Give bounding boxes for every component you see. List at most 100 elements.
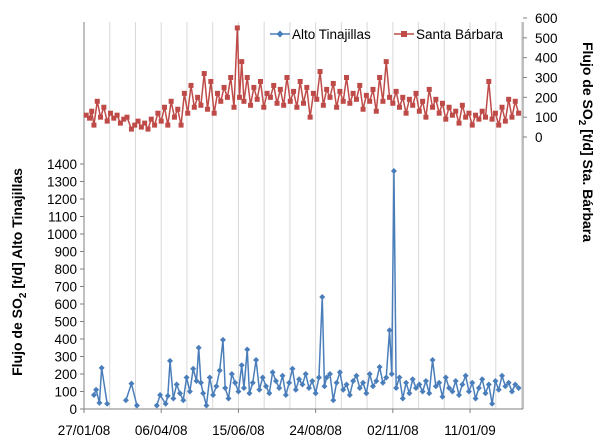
data-point	[162, 104, 168, 110]
left-tick-label: 400	[54, 332, 77, 347]
data-point	[416, 381, 423, 388]
data-point	[373, 378, 380, 384]
data-point	[436, 110, 442, 116]
data-point	[379, 379, 386, 386]
data-point	[499, 104, 505, 110]
data-point	[456, 392, 463, 398]
x-tick-label: 15/06/08	[212, 423, 265, 438]
right-tick-label: 400	[535, 51, 558, 66]
x-tick-label: 24/08/08	[289, 423, 342, 438]
data-point	[228, 371, 235, 377]
data-point	[235, 388, 242, 395]
data-point	[183, 374, 190, 381]
data-point	[277, 86, 283, 92]
data-point	[289, 365, 296, 372]
data-point	[512, 381, 519, 388]
data-point	[219, 336, 226, 343]
data-point	[393, 385, 400, 391]
data-point	[396, 104, 402, 110]
data-point	[292, 386, 299, 393]
data-point	[296, 376, 303, 383]
data-point	[430, 104, 436, 110]
data-point	[168, 98, 174, 104]
data-point	[165, 122, 171, 128]
data-point	[485, 381, 492, 388]
data-point	[310, 90, 316, 96]
left-tick-label: 1200	[47, 192, 77, 207]
data-point	[170, 395, 177, 402]
left-tick-label: 500	[54, 315, 77, 330]
data-point	[128, 380, 135, 387]
data-point	[463, 114, 469, 120]
data-point	[356, 385, 363, 391]
data-point	[195, 94, 201, 100]
data-point	[416, 108, 422, 114]
data-point	[152, 122, 158, 128]
data-point	[262, 383, 269, 390]
data-point	[253, 357, 260, 363]
data-point	[259, 374, 266, 381]
right-tick-label: 200	[535, 90, 558, 105]
data-point	[205, 106, 211, 112]
data-point	[363, 92, 369, 98]
data-point	[403, 110, 409, 116]
data-point	[158, 118, 164, 124]
data-point	[465, 388, 472, 395]
data-point	[218, 98, 224, 104]
data-point	[459, 381, 466, 388]
data-point	[155, 110, 161, 116]
left-tick-label: 300	[54, 350, 77, 365]
data-point	[340, 386, 347, 393]
right-tick-label: 300	[535, 71, 558, 86]
left-tick-label: 0	[69, 402, 77, 417]
data-point	[462, 372, 469, 379]
data-point	[333, 379, 340, 386]
data-point	[91, 122, 97, 128]
right-tick-label: 100	[535, 110, 558, 125]
data-point	[261, 104, 267, 110]
left-axis-title-subscript: 2	[18, 292, 29, 298]
data-point	[350, 378, 357, 384]
data-point	[492, 110, 498, 116]
data-point	[142, 120, 148, 126]
data-point	[369, 383, 376, 390]
data-point	[249, 379, 256, 386]
data-point	[101, 104, 107, 110]
data-point	[190, 365, 197, 372]
data-point	[132, 122, 138, 128]
data-point	[135, 118, 141, 124]
data-point	[117, 120, 123, 126]
data-point	[383, 374, 390, 381]
data-point	[287, 98, 293, 104]
data-point	[148, 116, 154, 122]
data-point	[399, 395, 406, 402]
data-point	[241, 98, 247, 104]
data-point	[472, 395, 479, 402]
data-point	[90, 392, 97, 398]
data-point	[492, 378, 499, 384]
data-point	[225, 395, 232, 402]
data-point	[122, 397, 129, 404]
data-point	[276, 385, 283, 391]
data-point	[366, 371, 373, 377]
data-point	[244, 346, 251, 353]
data-point	[314, 96, 320, 102]
data-point	[299, 381, 306, 388]
data-point	[246, 390, 253, 397]
right-axis-title-main: Flujo de SO	[580, 42, 596, 120]
data-point	[98, 114, 104, 120]
data-point	[180, 397, 187, 404]
series	[83, 25, 522, 409]
data-point	[409, 376, 416, 383]
data-point	[307, 114, 313, 120]
data-point	[390, 168, 397, 174]
data-point	[419, 388, 426, 395]
right-tick-label: 0	[535, 130, 543, 145]
data-point	[456, 120, 462, 126]
data-point	[114, 112, 120, 118]
data-point	[422, 378, 429, 384]
data-point	[502, 118, 508, 124]
data-point	[124, 114, 130, 120]
data-point	[306, 385, 313, 391]
left-tick-label: 1400	[47, 157, 77, 172]
